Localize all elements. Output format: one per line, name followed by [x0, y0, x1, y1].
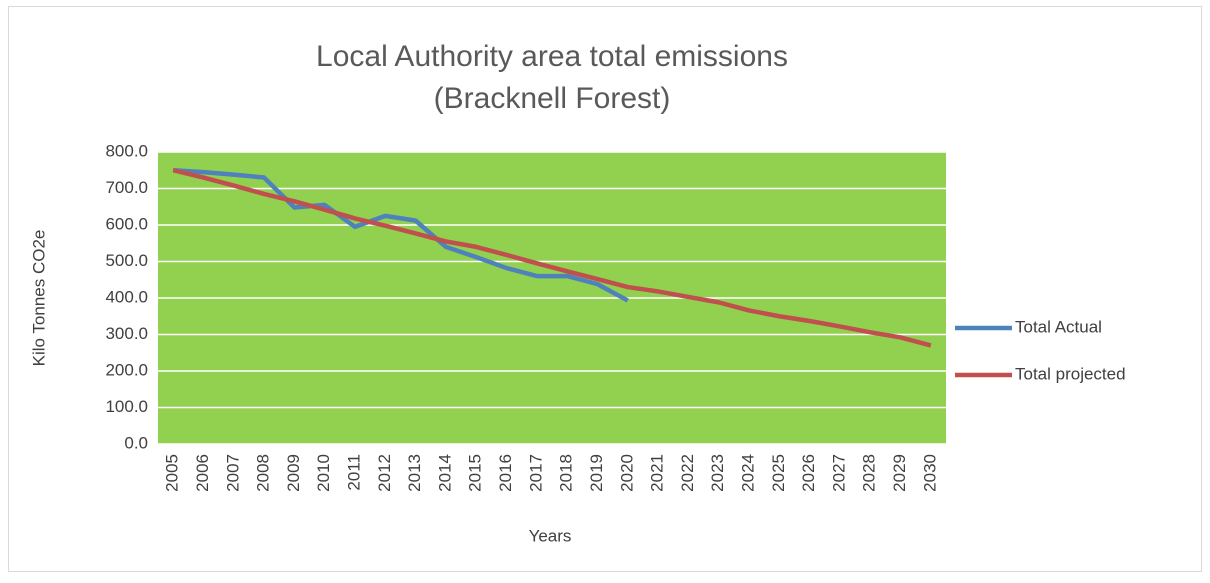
x-tick-label: 2012 [375, 454, 394, 492]
y-tick-label: 600.0 [105, 214, 148, 233]
y-tick-label: 100.0 [105, 397, 148, 416]
y-tick-label: 300.0 [105, 324, 148, 343]
x-axis-label: Years [529, 526, 572, 545]
series-line [173, 168, 629, 303]
x-tick-label: 2005 [163, 454, 182, 492]
x-tick-label: 2016 [496, 454, 515, 492]
x-tick-label: 2015 [466, 454, 485, 492]
x-tick-label: 2009 [284, 454, 303, 492]
chart-title: Local Authority area total emissions [316, 40, 788, 73]
x-tick-label: 2021 [648, 454, 667, 492]
legend-label: Total Actual [1015, 317, 1102, 336]
y-tick-label: 500.0 [105, 251, 148, 270]
x-tick-label: 2017 [526, 454, 545, 492]
x-tick-label: 2023 [708, 454, 727, 492]
y-tick-label: 800.0 [105, 141, 148, 160]
x-tick-label: 2008 [254, 454, 273, 492]
x-tick-label: 2007 [223, 454, 242, 492]
x-tick-label: 2028 [860, 454, 879, 492]
x-tick-label: 2025 [769, 454, 788, 492]
y-axis-label: Kilo Tonnes CO2e [29, 230, 48, 367]
x-tick-label: 2014 [435, 454, 454, 492]
x-tick-label: 2018 [557, 454, 576, 492]
x-tick-label: 2024 [738, 454, 757, 492]
x-tick-label: 2019 [587, 454, 606, 492]
y-tick-label: 0.0 [124, 433, 148, 452]
chart-subtitle: (Bracknell Forest) [434, 82, 671, 115]
x-tick-label: 2029 [890, 454, 909, 492]
y-tick-label: 700.0 [105, 178, 148, 197]
y-tick-label: 200.0 [105, 360, 148, 379]
x-tick-label: 2027 [829, 454, 848, 492]
x-tick-label: 2030 [920, 454, 939, 492]
x-tick-label: 2013 [405, 454, 424, 492]
x-tick-label: 2022 [678, 454, 697, 492]
x-tick-label: 2026 [799, 454, 818, 492]
legend-label: Total projected [1015, 364, 1126, 383]
x-tick-label: 2011 [344, 454, 363, 491]
series-line [172, 168, 932, 348]
y-tick-label: 400.0 [105, 287, 148, 306]
x-tick-label: 2006 [193, 454, 212, 492]
x-tick-label: 2020 [617, 454, 636, 492]
x-tick-label: 2010 [314, 454, 333, 492]
